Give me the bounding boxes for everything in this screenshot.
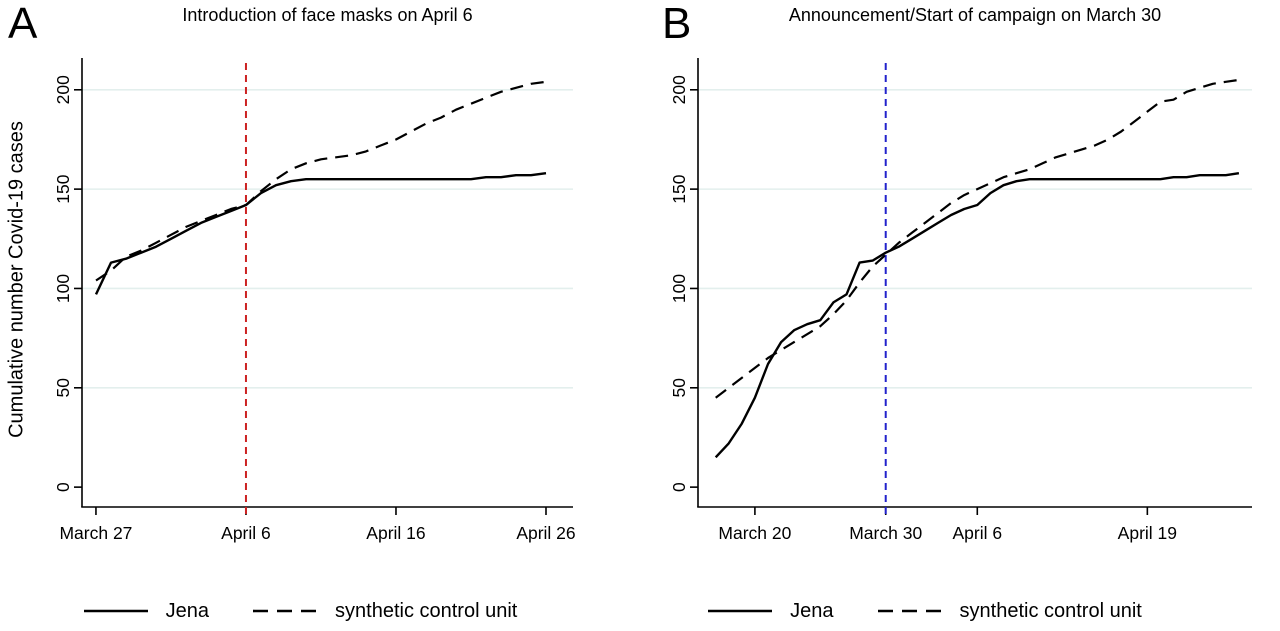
legend-label-synthetic: synthetic control unit (335, 599, 518, 622)
legend-line-solid-icon (83, 609, 148, 613)
synthetic-control-series-line (715, 78, 1240, 399)
legend-line-solid-icon (708, 609, 773, 613)
x-tick-label: April 6 (221, 523, 271, 543)
x-tick-label: March 20 (718, 523, 791, 543)
legend-line-dashed-icon (253, 609, 318, 613)
y-tick-label: 0 (53, 482, 73, 492)
legend-label-jena: Jena (165, 599, 210, 622)
panel-letter-b: B (662, 0, 692, 48)
panel-a-title: Introduction of face masks on April 6 (182, 5, 473, 25)
y-tick-label: 150 (53, 174, 73, 203)
x-tick-label: April 6 (952, 523, 1002, 543)
y-tick-label: 200 (669, 75, 689, 104)
y-tick-label: 100 (53, 274, 73, 303)
synthetic-control-series-line (95, 80, 547, 282)
panel-a-plot: 0 50 100 150 200 March 27 April 6 April 16 April… (53, 58, 576, 543)
legend-label-jena: Jena (790, 599, 834, 622)
y-tick-label: 50 (669, 378, 689, 398)
legend-panel-b: Jena synthetic control unit (648, 594, 1202, 628)
panel-b-plot: 0 50 100 150 200 March 20 March 30 April 6 April… (669, 58, 1252, 543)
y-tick-label: 0 (669, 482, 689, 492)
x-tick-label: April 26 (516, 523, 575, 543)
legend-label-synthetic: synthetic control unit (959, 599, 1142, 622)
y-tick-label: 50 (53, 378, 73, 398)
panel-letter-a: A (8, 0, 38, 48)
jena-series-line (94, 172, 547, 295)
x-tick-label: April 19 (1118, 523, 1177, 543)
y-axis-label: Cumulative number Covid-19 cases (5, 121, 28, 438)
x-tick-label: April 16 (366, 523, 425, 543)
y-tick-label: 150 (669, 174, 689, 203)
x-tick-label: March 30 (849, 523, 922, 543)
panel-b-title: Announcement/Start of campaign on March … (788, 5, 1162, 25)
y-tick-label: 200 (53, 75, 73, 104)
legend-panel-a: Jena synthetic control unit (55, 594, 546, 628)
jena-series-line (714, 172, 1240, 459)
legend-line-dashed-icon (877, 609, 942, 613)
x-tick-label: March 27 (59, 523, 132, 543)
y-tick-label: 100 (669, 274, 689, 303)
